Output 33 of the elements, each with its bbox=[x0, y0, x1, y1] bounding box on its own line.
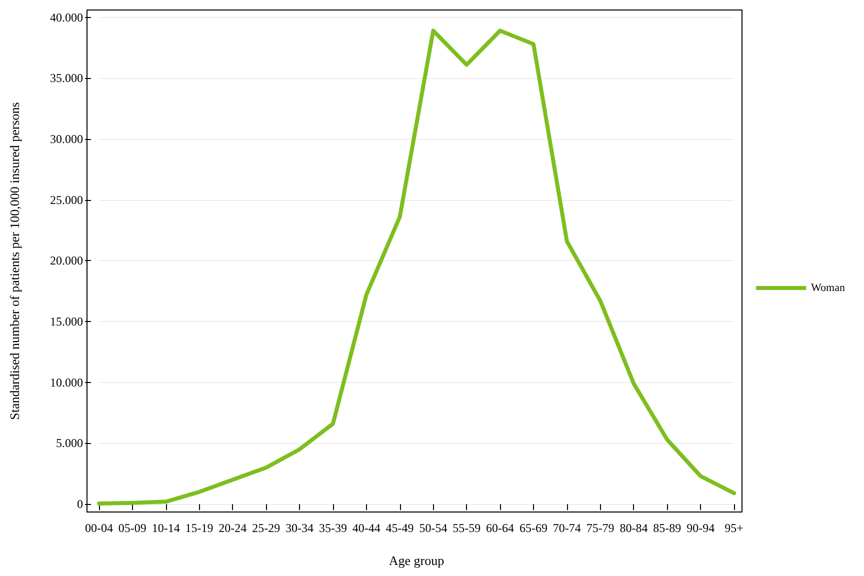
y-axis-title: Standardised number of patients per 100,000 insured persons bbox=[7, 102, 22, 420]
y-tick-label: 5.000 bbox=[56, 436, 83, 450]
x-tick-label: 55-59 bbox=[452, 521, 481, 535]
y-tick-label: 10.000 bbox=[50, 375, 83, 390]
x-tick-label: 80-84 bbox=[620, 521, 648, 535]
x-tick-label: 15-19 bbox=[185, 521, 214, 535]
y-tick-label: 30.000 bbox=[50, 132, 83, 146]
x-tick-label: 00-04 bbox=[85, 521, 113, 535]
y-tick-label: 20.000 bbox=[50, 254, 83, 268]
y-tick-label: 35.000 bbox=[50, 71, 83, 86]
x-tick-label: 65-69 bbox=[519, 521, 548, 535]
x-tick-label: 90-94 bbox=[686, 521, 715, 535]
y-tick-label: 0 bbox=[77, 497, 83, 512]
x-tick-label: 85-89 bbox=[653, 521, 682, 535]
x-tick-label: 05-09 bbox=[118, 521, 146, 535]
y-tick-label: 15.000 bbox=[50, 314, 83, 329]
line-series bbox=[97, 28, 736, 506]
x-tick-label: 30-34 bbox=[286, 521, 314, 535]
x-axis-title: Age group bbox=[388, 553, 444, 568]
x-tick-label: 95+ bbox=[724, 521, 744, 535]
x-tick-label: 50-54 bbox=[419, 521, 448, 535]
x-tick-label: 40-44 bbox=[352, 521, 380, 535]
legend-label: Woman bbox=[811, 282, 846, 294]
x-tick-label: 25-29 bbox=[252, 521, 280, 535]
x-tick-label: 45-49 bbox=[386, 521, 414, 535]
x-tick-label: 60-64 bbox=[486, 521, 514, 535]
x-tick-label: 20-24 bbox=[218, 521, 247, 535]
x-tick-label: 10-14 bbox=[152, 521, 180, 535]
x-tick-label: 35-39 bbox=[318, 521, 347, 535]
x-tick-label: 70-74 bbox=[552, 521, 581, 535]
y-tick-label: 40.000 bbox=[50, 10, 83, 24]
x-tick-label: 75-79 bbox=[586, 521, 614, 535]
y-tick-label: 25.000 bbox=[50, 192, 83, 207]
